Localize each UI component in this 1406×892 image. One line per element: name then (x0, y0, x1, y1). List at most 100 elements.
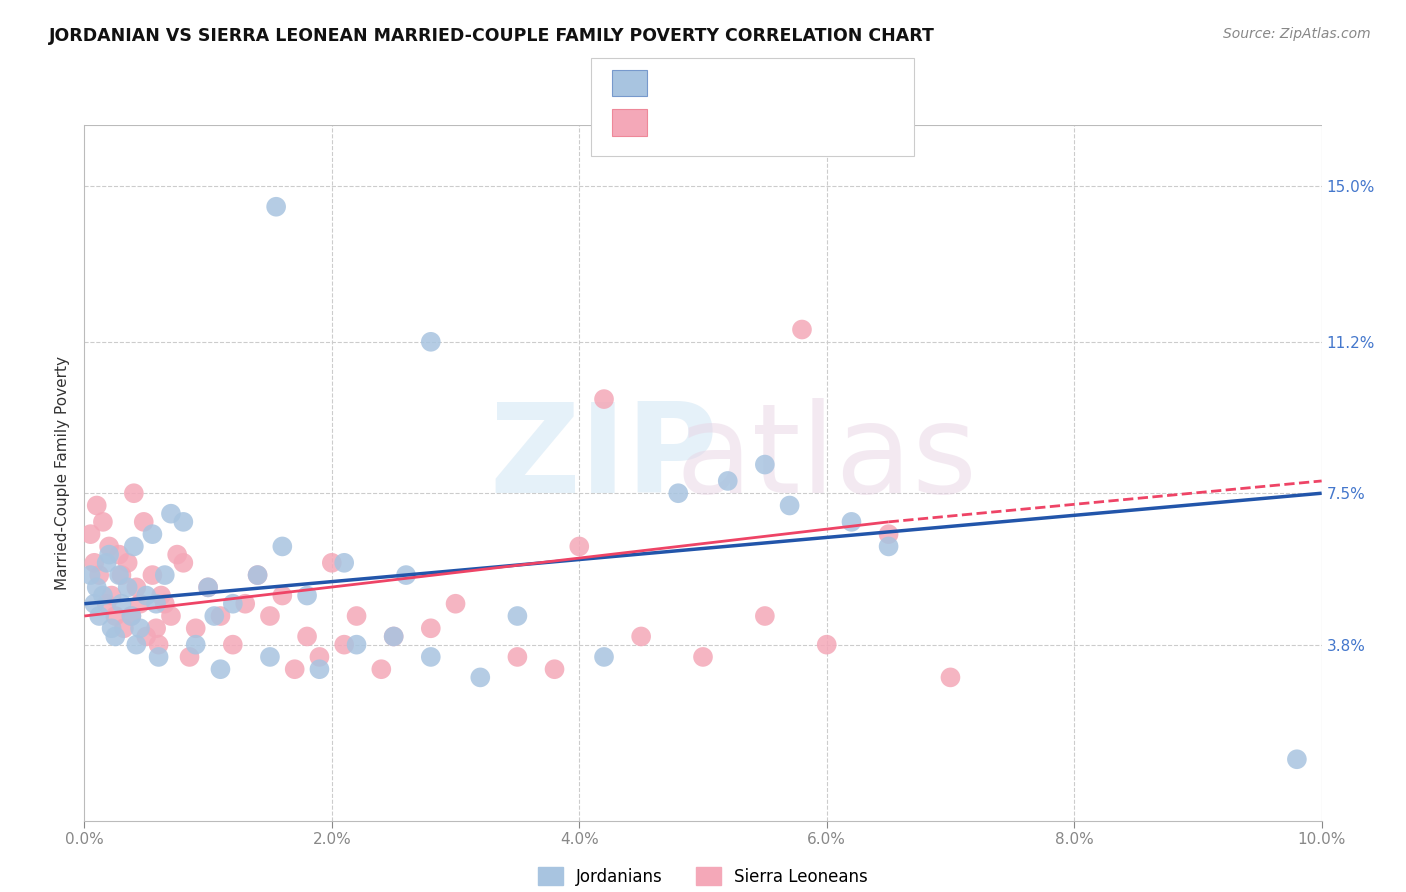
Point (153, 568, 176, 582)
Point (754, 609, 776, 624)
Text: R =: R = (658, 74, 695, 92)
Point (419, 649, 441, 664)
Point (172, 515, 194, 529)
Text: R =: R = (658, 113, 695, 131)
Point (79, 568, 101, 582)
Point (100, 589, 122, 603)
Point (86, 499, 108, 513)
Point (91, 589, 114, 603)
Point (321, 556, 343, 570)
Point (568, 540, 591, 554)
Point (135, 630, 157, 644)
Point (96, 556, 118, 570)
Point (222, 597, 245, 611)
Point (202, 609, 225, 624)
Point (630, 630, 652, 644)
Point (117, 580, 139, 594)
Text: 55: 55 (775, 113, 797, 131)
Point (395, 568, 418, 582)
Point (120, 609, 142, 624)
Point (160, 507, 183, 521)
Point (308, 649, 330, 664)
Point (100, 621, 122, 635)
Point (346, 609, 368, 624)
Point (89, 568, 111, 582)
Point (419, 621, 441, 635)
Point (346, 638, 368, 652)
Point (132, 515, 155, 529)
Text: ZIP: ZIP (489, 399, 718, 519)
Point (197, 580, 219, 594)
Point (104, 630, 127, 644)
Point (98, 540, 121, 554)
Point (1285, 752, 1308, 766)
Point (209, 662, 232, 676)
Point (89, 609, 111, 624)
Point (110, 597, 132, 611)
Point (666, 486, 689, 500)
Point (506, 649, 529, 664)
Point (815, 638, 838, 652)
Point (264, 200, 287, 214)
Legend: Jordanians, Sierra Leoneans: Jordanians, Sierra Leoneans (531, 861, 875, 892)
Point (148, 638, 170, 652)
Point (333, 638, 356, 652)
Point (444, 597, 467, 611)
Text: 0.175: 0.175 (686, 74, 738, 92)
Point (145, 621, 167, 635)
Point (259, 609, 281, 624)
Point (197, 580, 219, 594)
Point (179, 649, 201, 664)
Point (790, 322, 813, 336)
Point (939, 670, 962, 684)
Point (754, 458, 776, 472)
Point (79, 527, 101, 541)
Point (308, 662, 330, 676)
Point (284, 662, 307, 676)
Point (83, 556, 105, 570)
Point (222, 638, 245, 652)
Text: N =: N = (748, 74, 785, 92)
Point (184, 638, 207, 652)
Point (184, 621, 207, 635)
Point (271, 589, 294, 603)
Point (153, 597, 176, 611)
Point (166, 548, 188, 562)
Point (295, 630, 318, 644)
Point (141, 568, 163, 582)
Point (122, 540, 145, 554)
Point (543, 662, 565, 676)
Point (160, 609, 183, 624)
Point (117, 556, 139, 570)
Point (104, 609, 127, 624)
Point (125, 580, 148, 594)
Point (246, 568, 269, 582)
Text: 41: 41 (775, 74, 797, 92)
Point (470, 670, 492, 684)
Point (172, 556, 194, 570)
Point (259, 649, 281, 664)
Text: atlas: atlas (676, 399, 977, 519)
Point (295, 589, 318, 603)
Point (108, 548, 131, 562)
Point (506, 609, 529, 624)
Point (841, 515, 863, 529)
Point (150, 589, 173, 603)
Point (246, 568, 269, 582)
Point (122, 486, 145, 500)
Point (333, 556, 356, 570)
Point (120, 609, 142, 624)
Point (779, 499, 801, 513)
Text: N =: N = (748, 113, 785, 131)
Point (593, 649, 616, 664)
Point (148, 649, 170, 664)
Point (877, 540, 900, 554)
Y-axis label: Married-Couple Family Poverty: Married-Couple Family Poverty (55, 356, 70, 590)
Point (382, 630, 405, 644)
Point (382, 630, 405, 644)
Point (112, 621, 135, 635)
Point (110, 568, 132, 582)
Point (135, 589, 157, 603)
Point (108, 568, 131, 582)
Text: Source: ZipAtlas.com: Source: ZipAtlas.com (1223, 27, 1371, 41)
